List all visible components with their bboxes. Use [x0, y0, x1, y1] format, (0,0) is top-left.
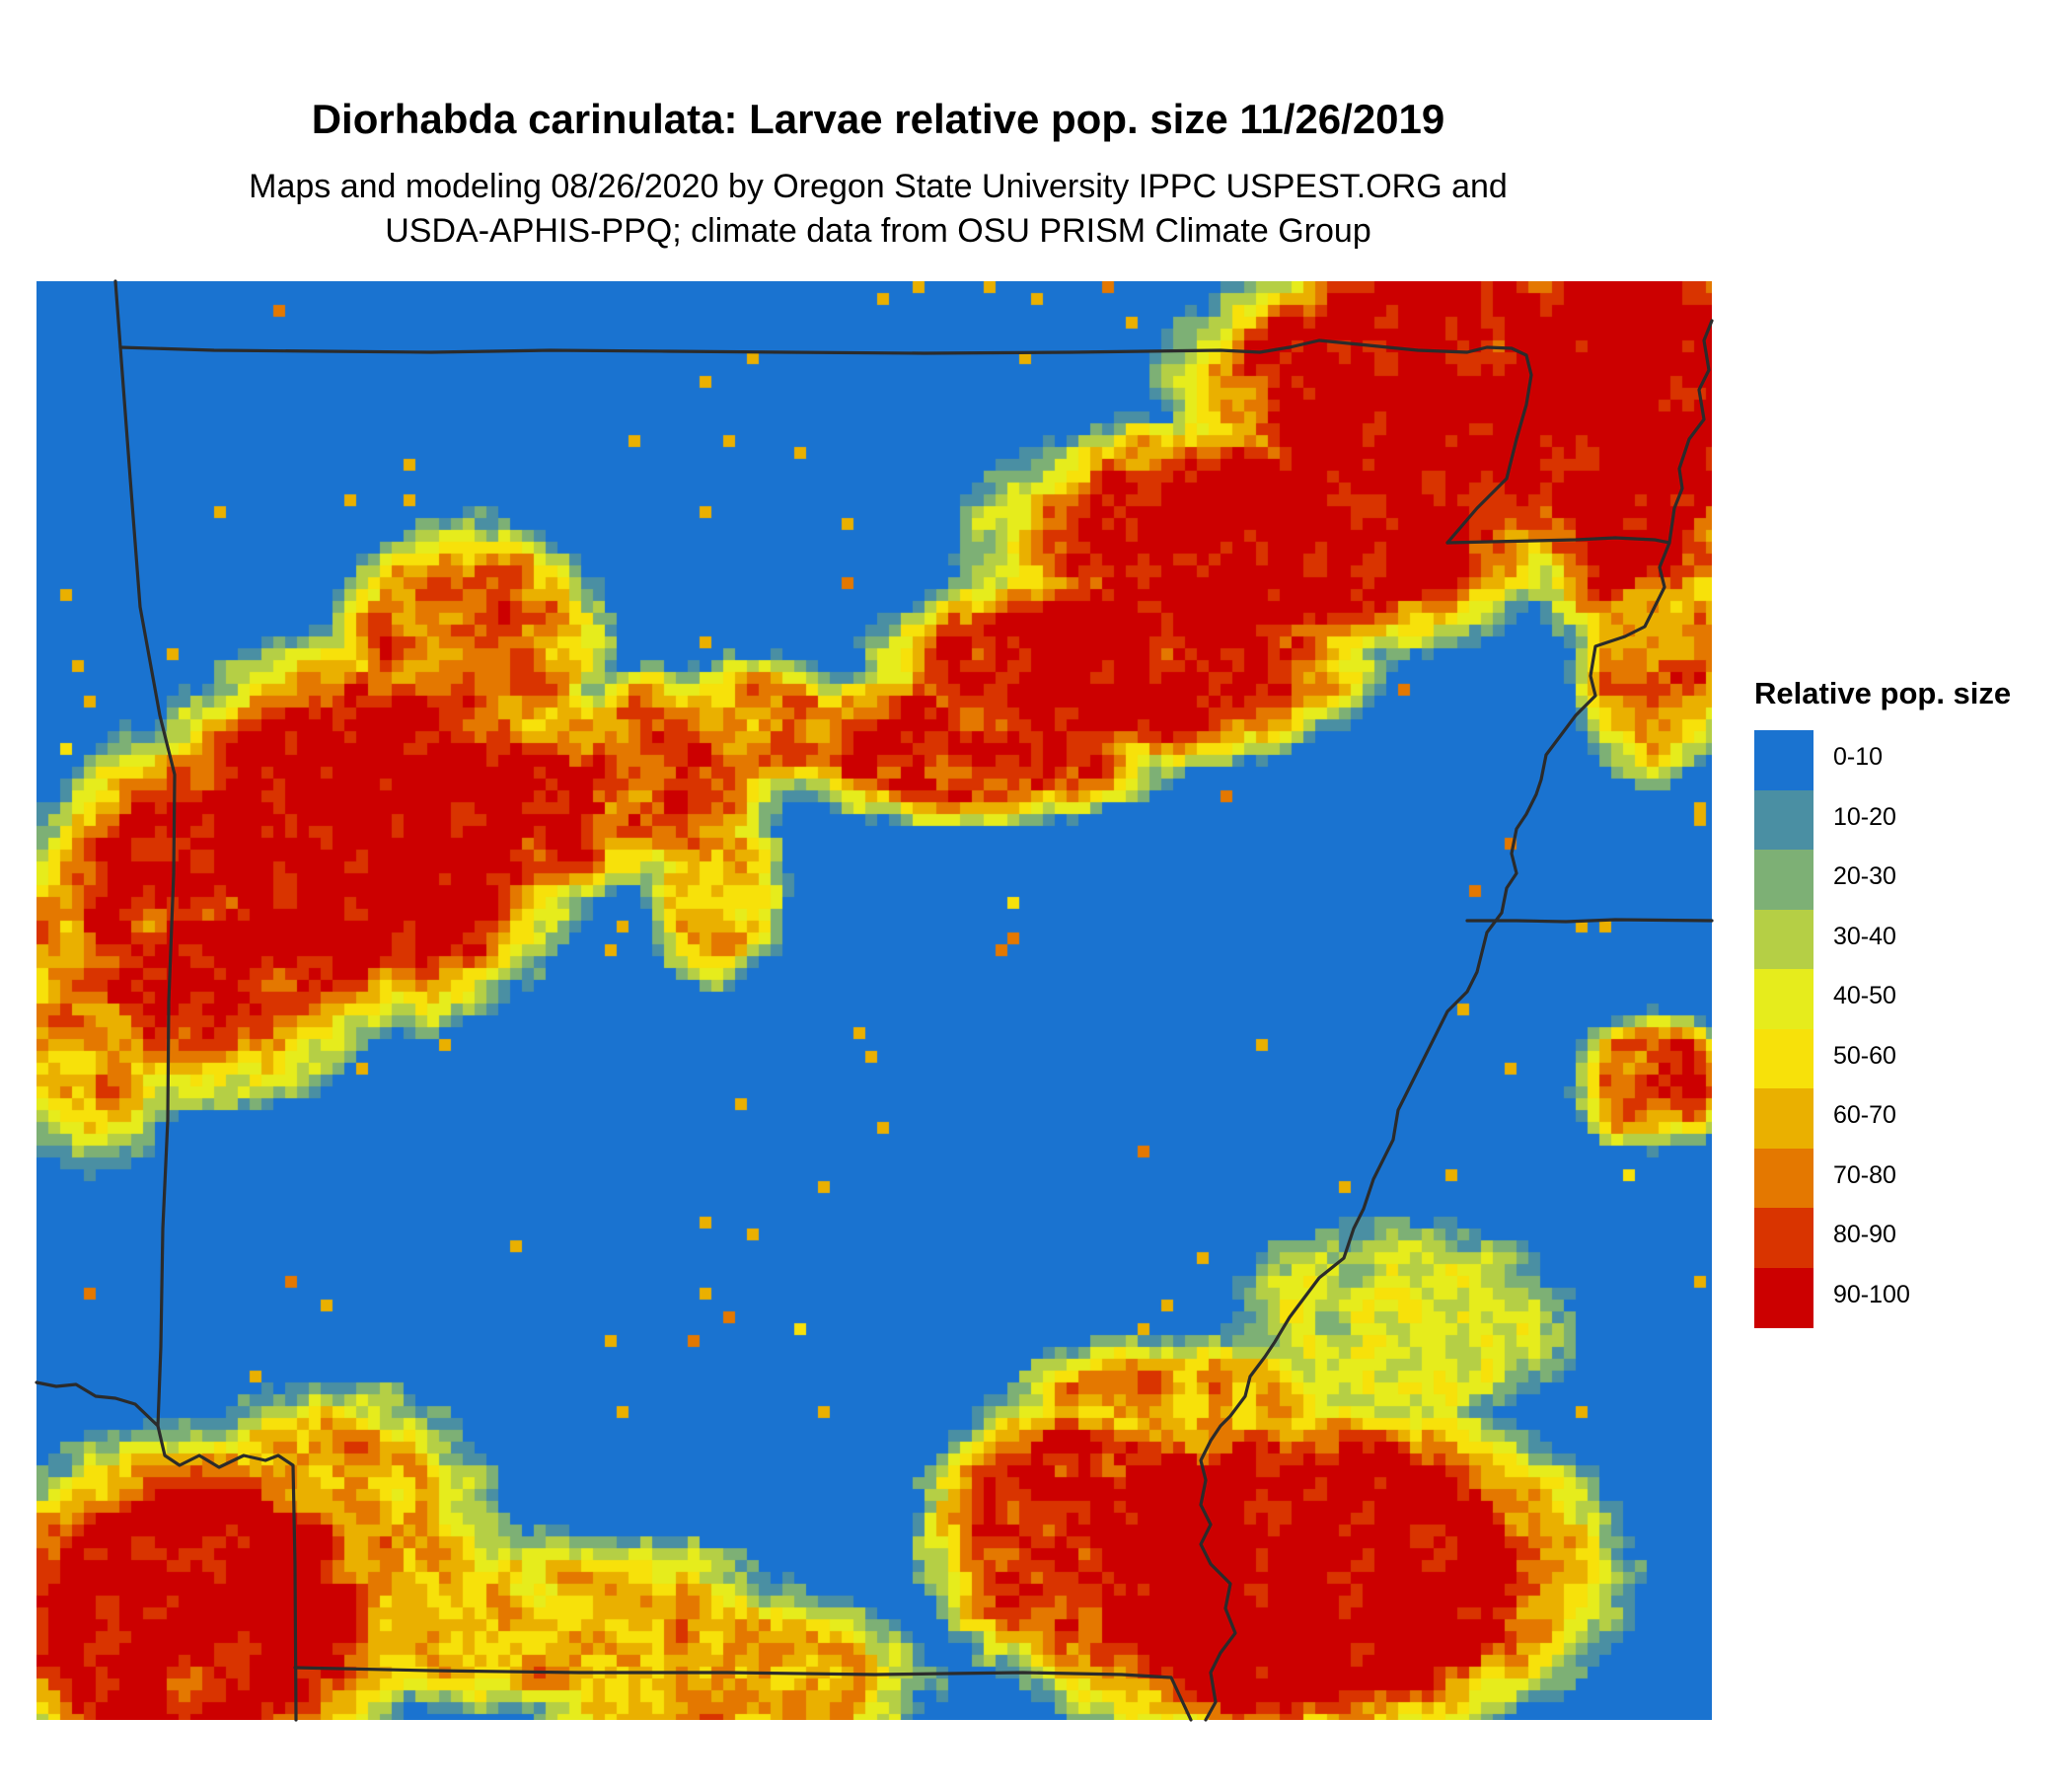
legend-title: Relative pop. size — [1754, 676, 2012, 710]
state-boundary-southwest — [35, 1380, 160, 1428]
legend-label: 0-10 — [1833, 743, 1884, 771]
river-boundary-east — [1199, 319, 1714, 1722]
legend-swatch — [1754, 909, 1813, 970]
map-title: Diorhabda carinulata: Larvae relative po… — [311, 96, 1445, 142]
legend-label: 10-20 — [1833, 802, 1896, 831]
legend-label: 50-60 — [1833, 1041, 1896, 1070]
legend-swatch — [1754, 789, 1813, 851]
legend-label: 90-100 — [1833, 1280, 1910, 1308]
legend-swatch — [1754, 1148, 1813, 1209]
legend-label: 40-50 — [1833, 982, 1896, 1009]
legend-swatch — [1754, 850, 1813, 910]
boundary-layer — [35, 279, 1714, 1722]
legend-swatch — [1754, 730, 1813, 790]
legend-swatch — [1754, 1088, 1813, 1149]
legend-swatch — [1754, 1028, 1813, 1089]
legend: Relative pop. size 0-10 10-20 20-30 30-4… — [1754, 676, 2012, 1328]
state-boundary-west — [113, 279, 298, 1722]
population-map — [35, 279, 1714, 1722]
legend-label: 60-70 — [1833, 1101, 1896, 1129]
legend-swatch — [1754, 1267, 1813, 1328]
state-boundary-south — [293, 1666, 1193, 1722]
legend-swatch — [1754, 1208, 1813, 1268]
state-boundary-east-middle — [1465, 918, 1714, 924]
legend-label: 30-40 — [1833, 922, 1896, 950]
legend-label: 70-80 — [1833, 1160, 1896, 1189]
legend-label: 80-90 — [1833, 1221, 1896, 1248]
state-boundary-north — [118, 345, 1292, 355]
map-subtitle-line-1: Maps and modeling 08/26/2020 by Oregon S… — [249, 168, 1508, 205]
legend-swatch — [1754, 969, 1813, 1029]
state-boundary-northeast — [1288, 338, 1533, 545]
legend-label: 20-30 — [1833, 862, 1896, 890]
map-subtitle-line-2: USDA-APHIS-PPQ; climate data from OSU PR… — [385, 212, 1371, 250]
raster-layer — [37, 281, 1712, 1720]
state-boundary-east-upper — [1445, 536, 1671, 545]
